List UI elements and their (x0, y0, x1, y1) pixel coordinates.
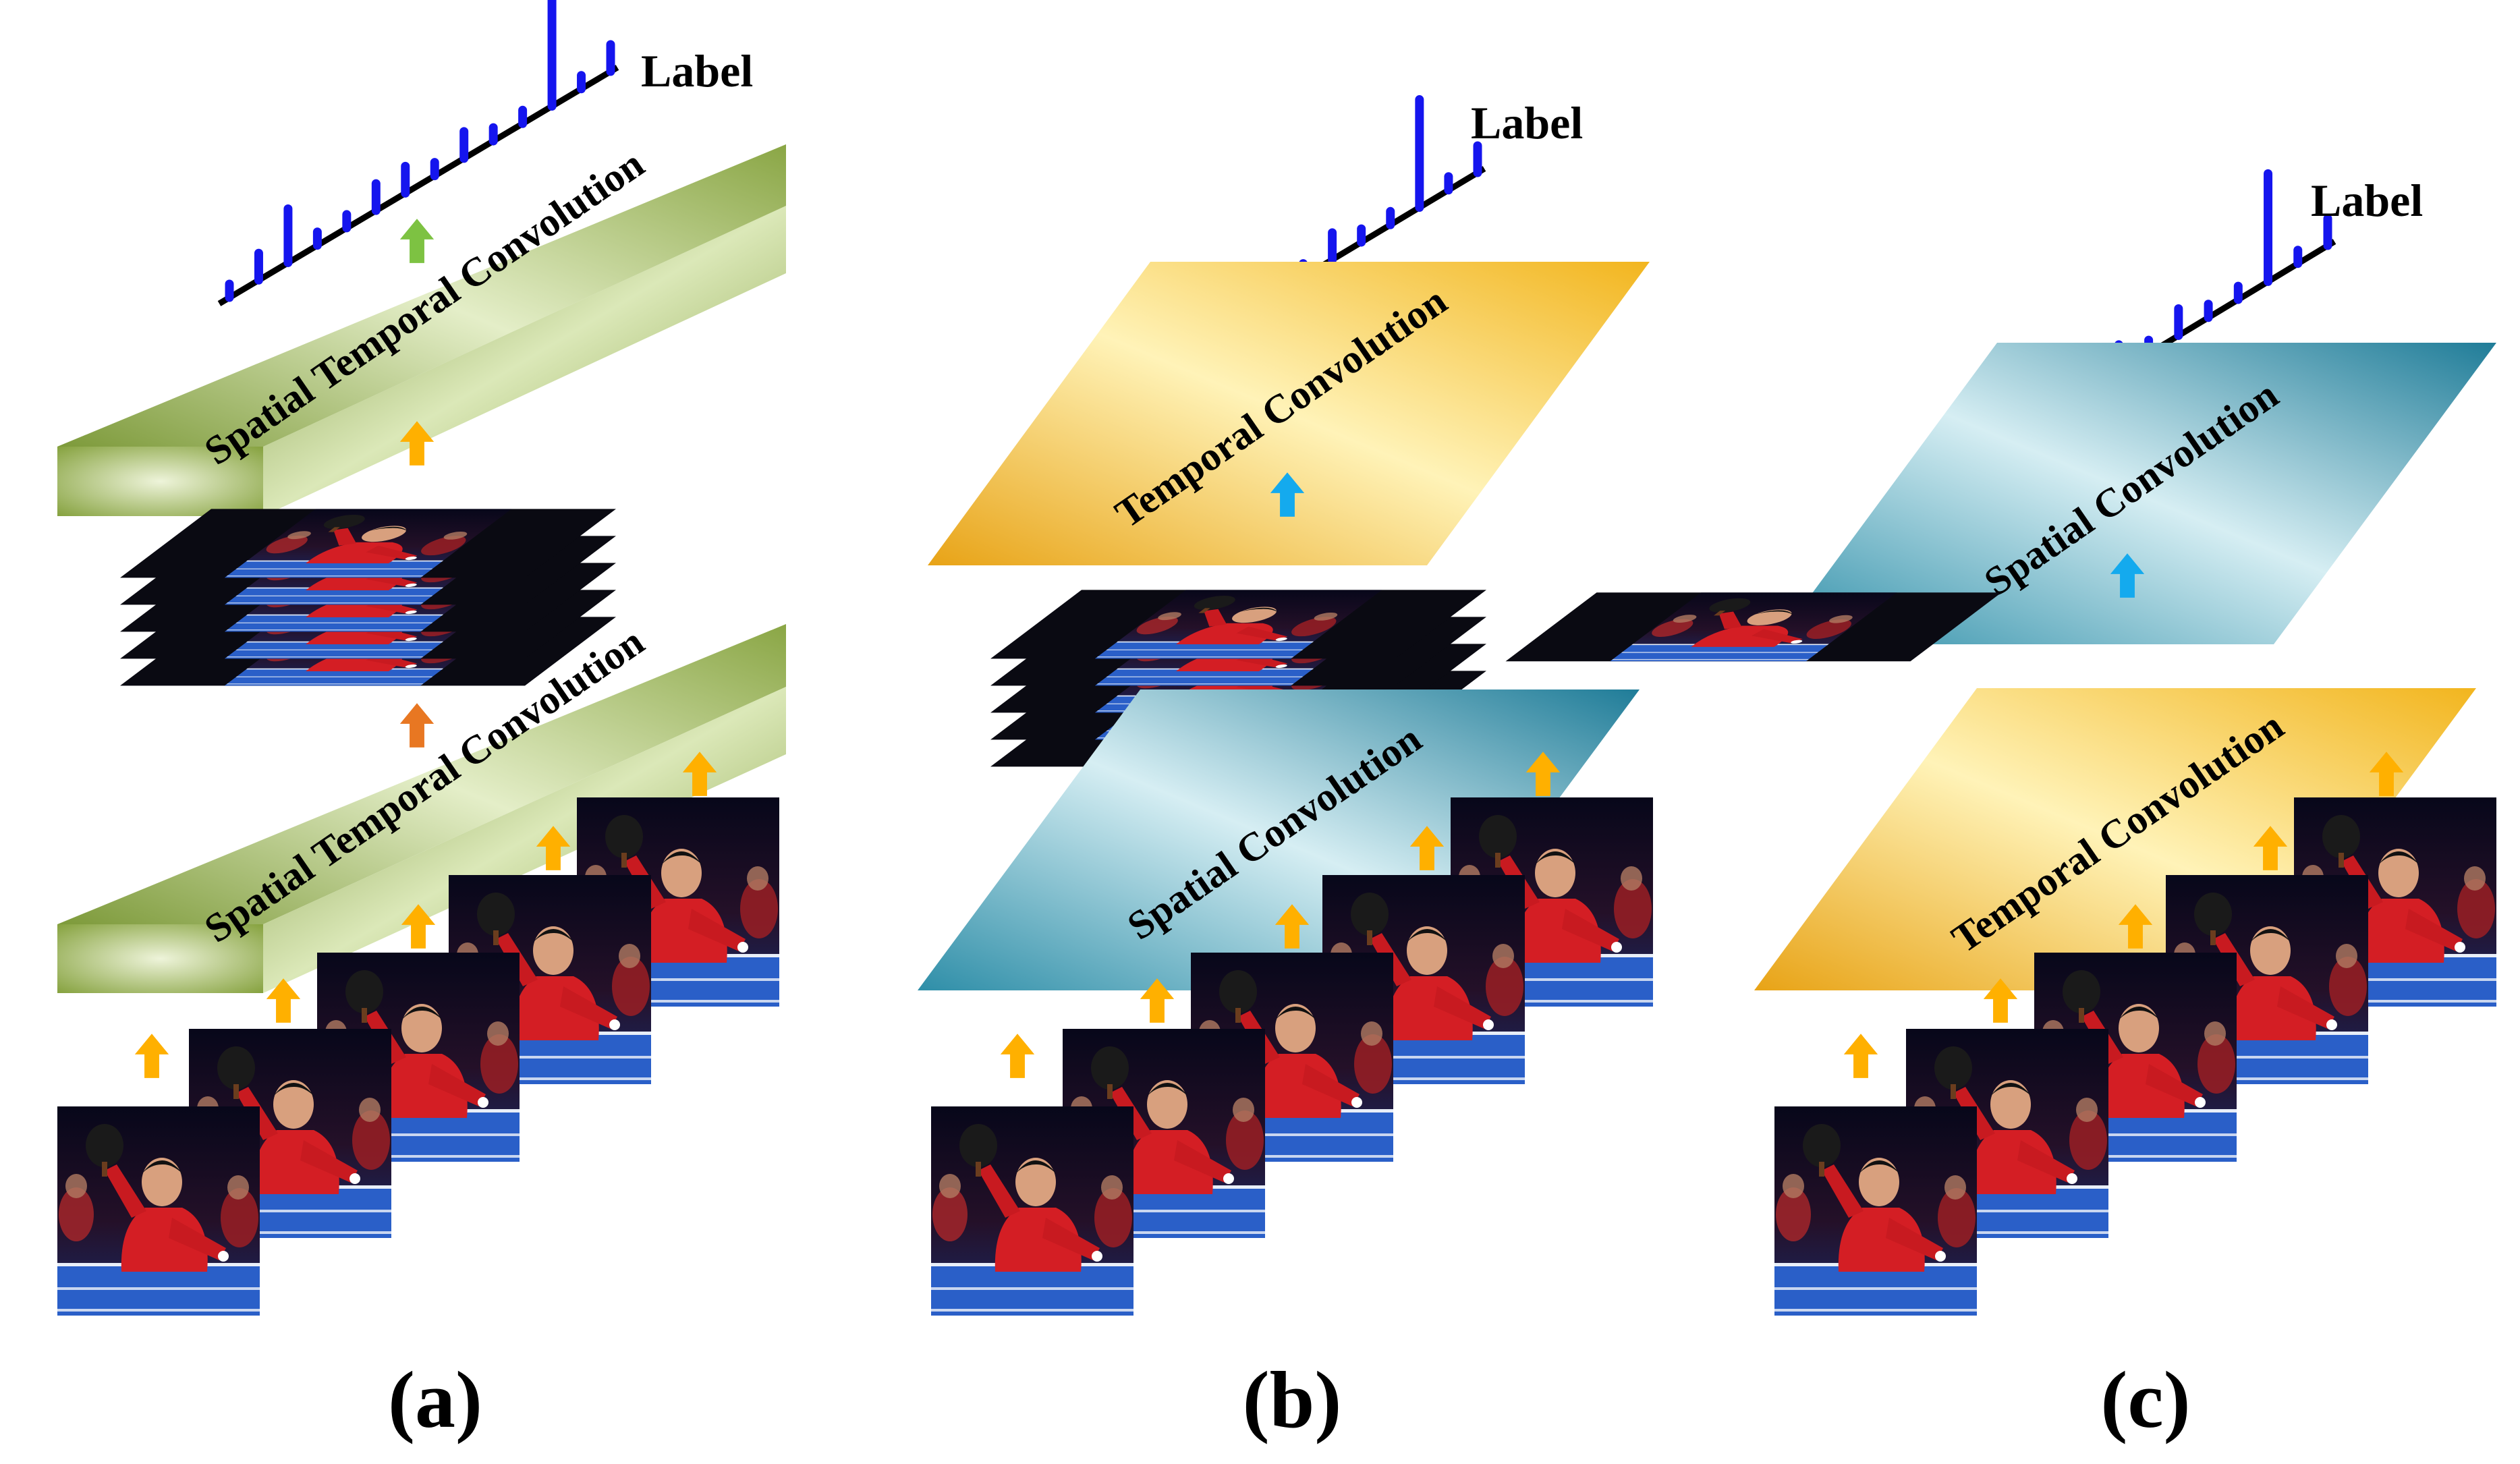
up-arrow-icon (1843, 1034, 1878, 1078)
frame-thumbnail (57, 1106, 260, 1316)
up-arrow-icon (134, 1034, 169, 1078)
feature-map-stack (119, 509, 616, 686)
up-arrow-icon (399, 219, 435, 263)
panel-c: Label Spatial Convolution Temporal Convo… (1505, 169, 2496, 1444)
label-bars-a (217, 0, 619, 306)
temporal-conv-layer: Temporal Convolution (928, 262, 1650, 565)
frame-thumbnail (931, 1106, 1133, 1316)
panel-a: Label Spatial Temporal Convolution (57, 0, 786, 1444)
up-arrow-icon (399, 703, 435, 748)
feature-map (1505, 592, 2002, 662)
panel-b: Label Temporal Convolution (918, 95, 1653, 1444)
label-text: Label (641, 45, 753, 96)
label-text: Label (2311, 175, 2423, 226)
panel-caption: (c) (2100, 1355, 2190, 1444)
frame-thumbnail (1774, 1106, 1977, 1316)
up-arrow-icon (1000, 1034, 1035, 1078)
label-text: Label (1471, 97, 1583, 148)
label-bars-series (225, 0, 615, 302)
panel-caption: (a) (388, 1355, 482, 1444)
panel-caption: (b) (1243, 1355, 1342, 1444)
